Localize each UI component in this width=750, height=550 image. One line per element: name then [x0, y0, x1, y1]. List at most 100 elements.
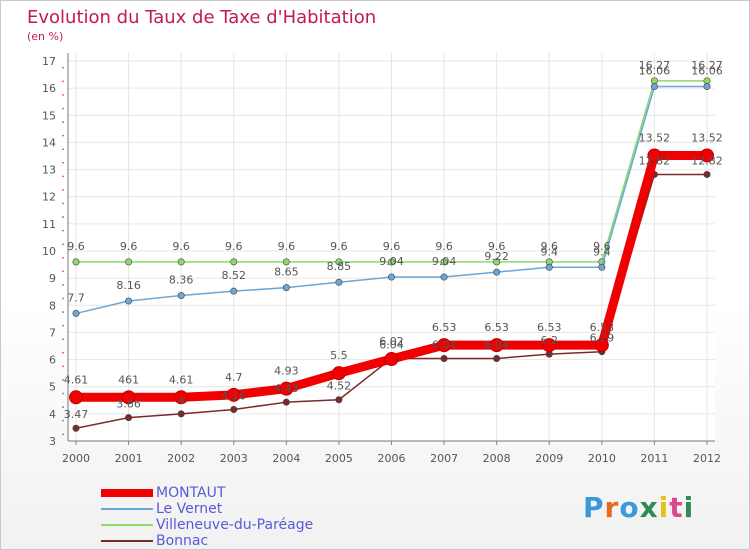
- y-tick-label: 7: [49, 326, 56, 339]
- chart-title: Evolution du Taux de Taxe d'Habitation: [27, 7, 377, 28]
- data-label-3: 6.2: [541, 334, 559, 347]
- x-tick-label: 2001: [115, 452, 143, 465]
- data-label-1: 16.06: [691, 65, 723, 78]
- data-point-1: [72, 309, 80, 317]
- data-point-0: [331, 366, 346, 381]
- data-point-1: [177, 292, 185, 300]
- chart-subtitle: (en %): [27, 30, 64, 43]
- data-point-3: [230, 406, 238, 414]
- y-tick-label: 5: [49, 381, 56, 394]
- data-point-0: [700, 148, 714, 163]
- y-minor-tick: [62, 256, 64, 259]
- data-label-2: 16.27: [691, 59, 723, 72]
- x-tick-label: 2002: [167, 452, 195, 465]
- y-minor-tick: [62, 161, 64, 164]
- y-minor-tick: [62, 284, 64, 286]
- data-label-1: 16.06: [639, 65, 671, 78]
- data-point-1: [125, 297, 133, 305]
- data-label-0: 13.52: [691, 131, 723, 144]
- data-label-3: 6.04: [484, 338, 509, 351]
- data-point-0: [437, 338, 452, 353]
- data-label-1: 8.52: [222, 269, 247, 282]
- data-point-2: [230, 258, 238, 266]
- data-point-0: [489, 338, 504, 353]
- data-label-2: 9.6: [488, 240, 506, 253]
- data-label-2: 9.6: [435, 240, 453, 253]
- data-label-2: 9.6: [67, 240, 85, 253]
- data-point-0: [226, 387, 241, 402]
- y-tick-label: 14: [42, 136, 56, 149]
- data-point-3: [493, 354, 501, 362]
- data-label-2: 9.6: [120, 240, 138, 253]
- brand-logo: Proxiti: [583, 491, 694, 524]
- data-point-2: [72, 258, 80, 266]
- y-tick-label: 17: [42, 55, 56, 68]
- data-label-1: 9.22: [484, 250, 509, 263]
- data-point-0: [647, 148, 662, 163]
- y-minor-tick: [62, 175, 64, 178]
- data-label-2: 9.6: [593, 240, 611, 253]
- y-minor-tick: [62, 134, 64, 137]
- data-label-3: 4: [178, 394, 185, 407]
- legend-swatch-bonnac: [101, 540, 153, 542]
- data-label-1: 8.36: [169, 274, 194, 287]
- data-label-0: 4.93: [274, 365, 299, 378]
- y-minor-tick: [62, 121, 64, 123]
- y-tick-label: 11: [42, 218, 56, 231]
- data-label-3: 3.47: [64, 408, 89, 421]
- data-point-2: [440, 258, 448, 266]
- x-tick-label: 2010: [588, 452, 616, 465]
- legend-label-villeneuve: Villeneuve-du-Paréage: [156, 517, 314, 533]
- brand-letter: t: [669, 491, 684, 524]
- data-label-2: 9.6: [278, 240, 296, 253]
- y-tick-label: 6: [49, 354, 56, 367]
- y-minor-tick: [62, 406, 64, 408]
- x-tick-label: 2009: [535, 452, 563, 465]
- data-label-3: 6.29: [590, 332, 615, 345]
- data-point-0: [542, 338, 557, 353]
- data-label-0: 13.52: [639, 131, 671, 144]
- y-minor-tick: [62, 229, 64, 232]
- y-minor-tick: [62, 80, 64, 83]
- y-tick-label: 15: [42, 109, 56, 122]
- data-point-1: [703, 83, 711, 91]
- x-tick-label: 2003: [220, 452, 248, 465]
- y-minor-tick: [62, 379, 64, 381]
- data-label-0: 4.7: [225, 371, 243, 384]
- data-label-2: 9.6: [225, 240, 243, 253]
- data-point-0: [594, 338, 609, 353]
- data-label-0: 6.02: [379, 335, 404, 348]
- x-tick-label: 2004: [272, 452, 300, 465]
- y-minor-tick: [62, 148, 64, 151]
- data-label-0: 461: [118, 373, 139, 386]
- y-minor-tick: [62, 365, 64, 368]
- brand-letter: i: [658, 491, 670, 524]
- y-tick-label: 10: [42, 245, 56, 258]
- data-point-2: [493, 258, 501, 266]
- y-minor-tick: [62, 324, 64, 327]
- data-label-2: 9.6: [330, 240, 348, 253]
- x-tick-label: 2008: [483, 452, 511, 465]
- data-label-3: 12.82: [639, 154, 671, 167]
- brand-letter: P: [583, 491, 605, 524]
- y-minor-tick: [62, 433, 64, 436]
- y-minor-tick: [62, 270, 64, 273]
- data-label-1: 9.4: [593, 245, 611, 258]
- y-tick-label: 13: [42, 164, 56, 177]
- data-label-3: 4.16: [222, 390, 247, 403]
- data-label-3: 4.43: [274, 382, 299, 395]
- data-point-2: [335, 258, 343, 266]
- data-label-2: 9.6: [172, 240, 190, 253]
- y-tick-label: 4: [49, 408, 56, 421]
- legend-swatch-montaut: [101, 489, 153, 497]
- x-tick-label: 2005: [325, 452, 353, 465]
- brand-letter: r: [604, 491, 620, 524]
- data-point-1: [493, 268, 501, 276]
- data-label-0: 6.53: [432, 321, 457, 334]
- data-point-1: [230, 287, 238, 295]
- data-point-3: [335, 396, 343, 404]
- legend-label-le-vernet: Le Vernet: [156, 501, 223, 517]
- data-label-3: 6.04: [379, 338, 404, 351]
- y-tick-label: 9: [49, 272, 56, 285]
- y-tick-label: 12: [42, 191, 56, 204]
